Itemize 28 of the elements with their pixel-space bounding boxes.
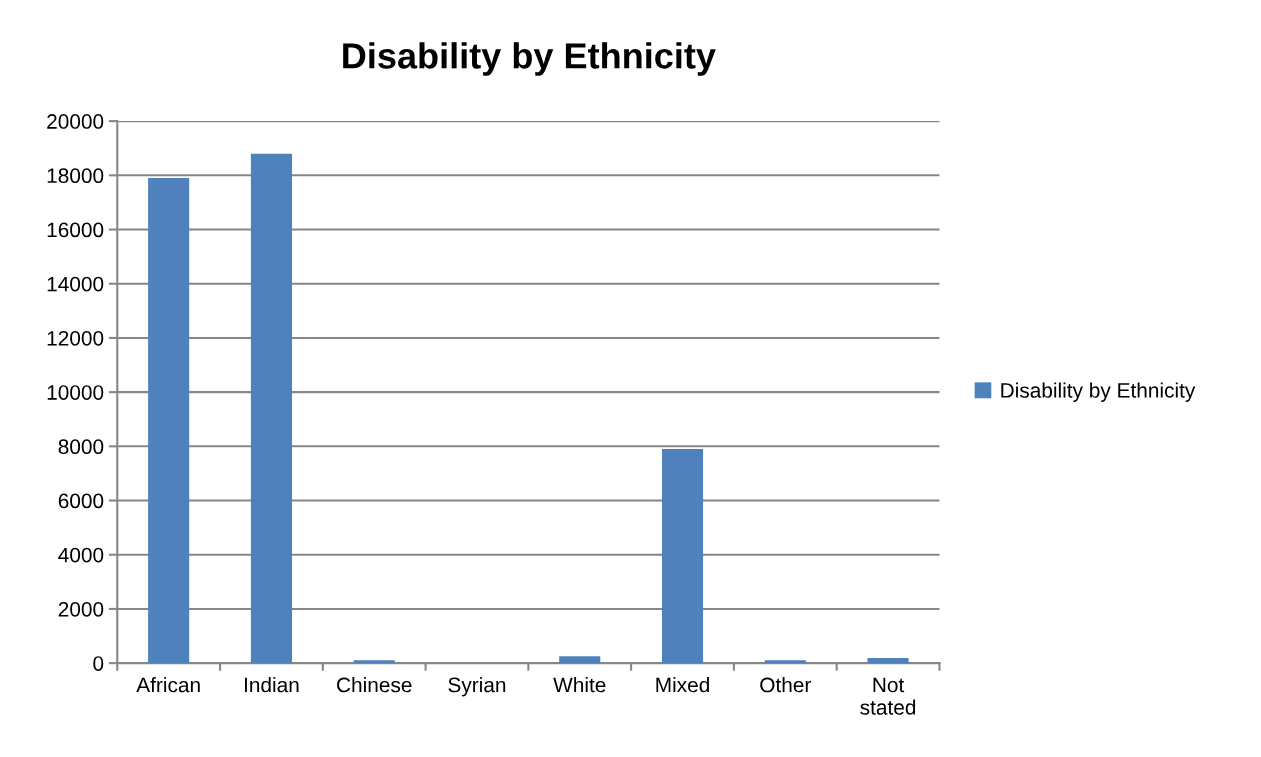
y-tick-label: 12000 <box>47 330 104 346</box>
chart-title: Disability by Ethnicity <box>343 42 716 76</box>
y-tick-label: 14000 <box>47 276 104 292</box>
x-tick-label: Syrian <box>448 677 506 697</box>
x-tick-label: White <box>553 677 606 693</box>
bar <box>353 660 395 664</box>
bar <box>661 449 704 664</box>
y-tick-label: 18000 <box>47 168 104 184</box>
y-tick-label: 16000 <box>47 222 104 238</box>
y-tick-label: 2000 <box>58 601 104 617</box>
y-tick-label: 4000 <box>58 547 104 563</box>
y-tick-label: 6000 <box>58 493 104 509</box>
x-tick-label: Indian <box>244 677 299 693</box>
y-tick-label: 8000 <box>58 439 104 455</box>
bar <box>867 657 909 664</box>
x-tick-label: Not stated <box>860 677 916 715</box>
x-tick-label: Mixed <box>656 677 709 693</box>
y-tick-label: 10000 <box>47 385 104 400</box>
x-tick-label: Chinese <box>337 677 412 693</box>
bar <box>148 178 190 664</box>
x-tick-label: African <box>136 677 200 693</box>
y-tick-label: 20000 <box>47 114 104 129</box>
bar <box>559 656 601 664</box>
legend-label: Disability by Ethnicity <box>1001 382 1196 402</box>
x-tick-label: Other <box>760 677 811 693</box>
bar <box>250 153 292 664</box>
y-tick-label: 0 <box>93 656 104 671</box>
bar <box>764 660 806 664</box>
